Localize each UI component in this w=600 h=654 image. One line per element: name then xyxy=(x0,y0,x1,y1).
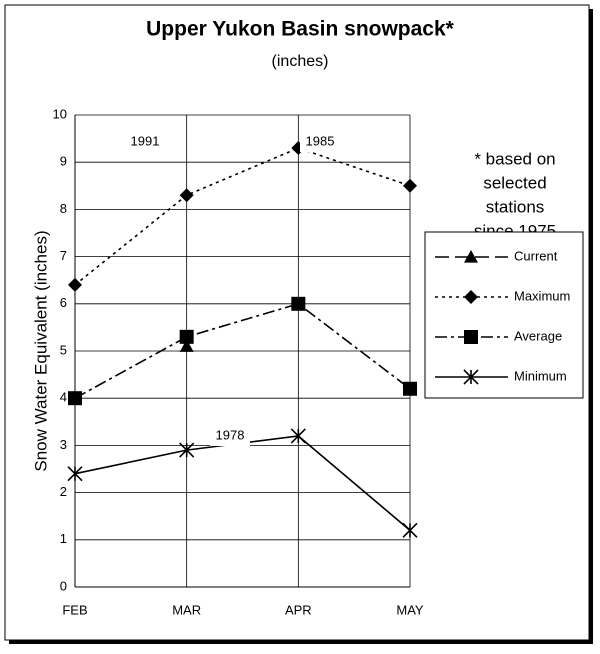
y-tick-label: 7 xyxy=(60,248,67,263)
x-tick-label: APR xyxy=(285,602,312,617)
annotation: 1978 xyxy=(216,427,245,442)
y-tick-label: 10 xyxy=(53,106,67,121)
marker xyxy=(464,290,478,304)
marker xyxy=(291,296,306,311)
y-tick-label: 3 xyxy=(60,437,67,452)
annotation: 1991 xyxy=(131,133,160,148)
marker xyxy=(290,428,306,444)
annotation-bg xyxy=(125,132,165,152)
marker xyxy=(67,466,83,482)
y-tick-label: 4 xyxy=(60,390,67,405)
y-tick-label: 8 xyxy=(60,201,67,216)
legend-label: Maximum xyxy=(514,288,570,303)
annotation: 1985 xyxy=(306,133,335,148)
y-tick-label: 2 xyxy=(60,484,67,499)
marker xyxy=(463,369,479,385)
marker xyxy=(179,339,194,352)
marker xyxy=(403,178,417,193)
marker xyxy=(179,329,194,344)
marker xyxy=(179,188,194,203)
marker xyxy=(402,522,418,538)
note: selected xyxy=(483,173,546,192)
marker xyxy=(403,381,417,396)
series-line xyxy=(74,302,411,399)
legend-label: Minimum xyxy=(514,368,567,383)
legend-box xyxy=(424,231,584,399)
y-tick-label: 1 xyxy=(60,531,67,546)
chart-title: Upper Yukon Basin snowpack* xyxy=(146,18,455,41)
x-tick-label: MAY xyxy=(396,602,424,617)
note: * based on xyxy=(474,149,555,168)
y-axis-label: Snow Water Equivalent (inches) xyxy=(31,230,50,471)
legend-label: Average xyxy=(514,328,562,343)
y-tick-label: 9 xyxy=(60,154,67,169)
legend-label: Current xyxy=(514,248,558,263)
x-tick-label: MAR xyxy=(172,602,201,617)
y-tick-label: 6 xyxy=(60,295,67,310)
annotation-bg xyxy=(210,426,250,446)
chart-subtitle: (inches) xyxy=(272,53,329,70)
marker xyxy=(68,277,82,292)
series-line xyxy=(74,147,411,286)
marker xyxy=(464,250,478,263)
marker xyxy=(68,391,82,406)
y-tick-label: 5 xyxy=(60,342,67,357)
annotation-bg xyxy=(300,132,340,152)
marker xyxy=(464,330,478,344)
marker xyxy=(179,442,195,458)
y-tick-label: 0 xyxy=(60,578,67,593)
note: stations xyxy=(486,197,545,216)
x-tick-label: FEB xyxy=(62,602,87,617)
